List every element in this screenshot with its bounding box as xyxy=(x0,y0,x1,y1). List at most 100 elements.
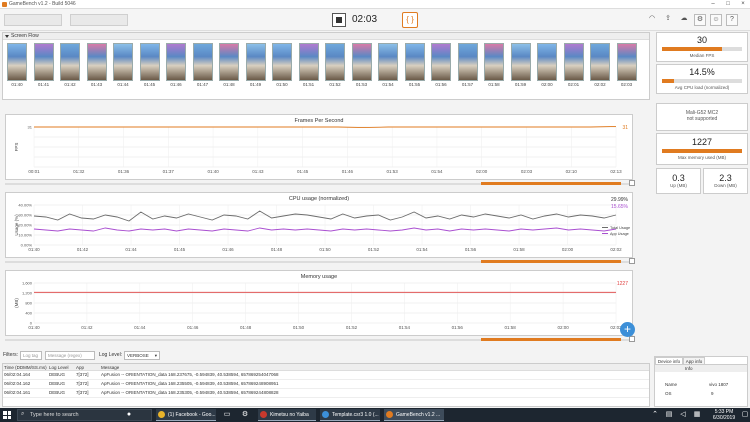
screen-thumbnail[interactable]: 01:45 xyxy=(139,43,160,89)
add-marker-button[interactable]: + xyxy=(620,322,635,337)
taskbar-app-kimetsu[interactable]: Kimetsu no Yaiba xyxy=(258,409,316,421)
x-tick-label: 01:54 xyxy=(416,247,428,252)
x-tick-label: 01:44 xyxy=(125,247,137,252)
avg-cpu-bar-fill xyxy=(662,79,674,83)
col-app[interactable]: App xyxy=(76,365,85,370)
profile-icon[interactable]: ☺ xyxy=(710,14,722,26)
cpu-app-value: 15.65% xyxy=(611,204,629,210)
log-level-select[interactable]: VERBOSE ▾ xyxy=(124,351,160,360)
screen-thumbnail[interactable]: 01:41 xyxy=(33,43,54,89)
tray-chevron-icon[interactable]: ⌃ xyxy=(652,411,658,418)
taskbar-search-input[interactable]: ⌕ Type here to search xyxy=(17,409,152,421)
network-icon[interactable]: ▤ xyxy=(665,411,673,418)
upload-icon[interactable]: ⇪ xyxy=(665,15,671,22)
screen-thumbnail[interactable]: 01:47 xyxy=(192,43,213,89)
tab-app-info[interactable]: App info xyxy=(683,357,705,365)
markers-button[interactable]: { } xyxy=(402,12,418,28)
log-tag-input[interactable]: Log tag xyxy=(20,351,42,360)
screen-thumbnail[interactable]: 01:56 xyxy=(431,43,451,89)
screen-thumbnail[interactable]: 01:44 xyxy=(113,43,133,89)
settings-gear-icon[interactable]: ⚙ xyxy=(694,14,706,26)
taskbar-app-label: Template.csr3 1.0 (... xyxy=(332,412,379,418)
screen-flow-header[interactable]: Screen Flow xyxy=(3,33,649,40)
max-memory-bar-fill xyxy=(662,149,742,153)
title-bar: GameBench v1.2 - Build 5046 – □ × xyxy=(0,0,750,9)
col-log-level[interactable]: Log Level xyxy=(49,365,69,370)
app-select[interactable] xyxy=(70,14,128,26)
memory-scroll-end-button[interactable] xyxy=(629,336,635,342)
tab-device-info[interactable]: Device info xyxy=(655,357,683,365)
median-fps-label: Median FPS xyxy=(689,53,715,58)
x-tick-label: 02:02 xyxy=(610,325,622,330)
screen-thumbnail[interactable]: 02:03 xyxy=(616,43,637,89)
fps-scroll-end-button[interactable] xyxy=(629,180,635,186)
info-name-value: vivo 1807 xyxy=(709,382,729,387)
table-row[interactable]: 06/02:04.164 DEBUG 7[372] ApFusion -- OR… xyxy=(3,371,649,380)
windows-taskbar: ⌕ Type here to search ● (1) Facebook - G… xyxy=(0,408,750,422)
stop-button[interactable] xyxy=(332,13,346,27)
median-fps-card: 30 Median FPS xyxy=(656,32,748,62)
thumbnail-timestamp: 01:43 xyxy=(90,82,103,87)
close-icon[interactable]: × xyxy=(741,1,745,7)
screen-thumbnail[interactable]: 01:51 xyxy=(298,43,319,89)
help-icon[interactable]: ? xyxy=(726,14,738,26)
screen-thumbnail[interactable]: 02:00 xyxy=(537,43,557,89)
taskbar-app-chrome[interactable]: (1) Facebook - Goo... xyxy=(156,409,216,421)
taskbar-app-gamebench[interactable]: GameBench v1.2 ... xyxy=(384,409,444,421)
cpu-scroll-end-button[interactable] xyxy=(629,258,635,264)
screen-thumbnail[interactable]: 02:02 xyxy=(590,43,610,89)
windows-start-icon[interactable] xyxy=(3,411,11,419)
screen-thumbnail[interactable]: 01:53 xyxy=(351,43,372,89)
screen-thumbnail[interactable]: 01:55 xyxy=(404,43,425,89)
document-app-icon xyxy=(322,411,329,418)
settings-icon[interactable]: ⚙ xyxy=(241,411,249,418)
microphone-icon[interactable]: ● xyxy=(126,411,132,418)
network-down-label: Down (MB) xyxy=(714,183,737,188)
screen-thumbnail[interactable]: 01:52 xyxy=(325,43,345,89)
screen-thumbnail[interactable]: 01:54 xyxy=(378,43,398,89)
x-tick-label: 01:32 xyxy=(73,169,85,174)
col-time[interactable]: Time (DDMM/SS.ms) xyxy=(4,365,47,370)
cpu-scroll-thumb[interactable] xyxy=(481,260,621,263)
wifi-icon[interactable]: ◠ xyxy=(648,15,656,22)
cpu-scrollbar[interactable] xyxy=(5,258,635,264)
screen-thumbnail[interactable]: 01:58 xyxy=(484,43,504,89)
taskbar-app-template[interactable]: Template.csr3 1.0 (... xyxy=(320,409,380,421)
screen-thumbnail[interactable]: 01:43 xyxy=(86,43,107,89)
thumbnail-timestamp: 02:01 xyxy=(567,82,580,87)
screen-thumbnail[interactable]: 01:59 xyxy=(510,43,531,89)
memory-scroll-thumb[interactable] xyxy=(481,338,621,341)
x-tick-label: 02:00 xyxy=(557,325,569,330)
fps-scrollbar[interactable] xyxy=(5,180,635,186)
fps-scroll-thumb[interactable] xyxy=(481,182,621,185)
screen-thumbnail[interactable]: 02:01 xyxy=(563,43,584,89)
screen-thumbnail[interactable]: 01:48 xyxy=(219,43,239,89)
cloud-icon[interactable]: ☁ xyxy=(680,15,688,22)
minimize-icon[interactable]: – xyxy=(711,1,715,7)
screen-thumbnail[interactable]: 01:57 xyxy=(457,43,478,89)
taskbar-app-label: (1) Facebook - Goo... xyxy=(168,412,216,418)
notifications-icon[interactable]: ▢ xyxy=(741,411,749,418)
memory-scrollbar[interactable] xyxy=(5,336,635,342)
keyboard-icon[interactable]: ▦ xyxy=(693,411,701,418)
screen-thumbnail[interactable]: 01:50 xyxy=(272,43,292,89)
screen-thumbnail[interactable]: 01:40 xyxy=(7,43,27,89)
screen-thumbnail[interactable]: 01:46 xyxy=(166,43,186,89)
table-row[interactable]: 06/02:04.162 DEBUG 7[372] ApFusion -- OR… xyxy=(3,380,649,389)
app-logo-icon xyxy=(2,2,7,7)
fps-current-value: 31 xyxy=(622,125,628,131)
y-tick-label: 30.00% xyxy=(18,213,32,218)
taskbar-clock[interactable]: 5:33 PM 6/30/2019 xyxy=(706,409,742,421)
col-message[interactable]: Message xyxy=(101,365,120,370)
log-level-value: VERBOSE xyxy=(127,353,149,358)
thumbnail-timestamp: 01:46 xyxy=(170,82,182,87)
volume-icon[interactable]: ◁ xyxy=(680,411,686,418)
screen-thumbnail[interactable]: 01:49 xyxy=(245,43,266,89)
table-row[interactable]: 06/02:04.161 DEBUG 7[372] ApFusion -- OR… xyxy=(3,389,649,398)
file-explorer-icon[interactable]: ▭ xyxy=(223,411,231,418)
device-select[interactable] xyxy=(4,14,62,26)
thumbnail-image xyxy=(192,43,213,81)
message-regex-input[interactable]: Message (regex) xyxy=(45,351,95,360)
maximize-icon[interactable]: □ xyxy=(726,1,730,7)
screen-thumbnail[interactable]: 01:42 xyxy=(60,43,80,89)
